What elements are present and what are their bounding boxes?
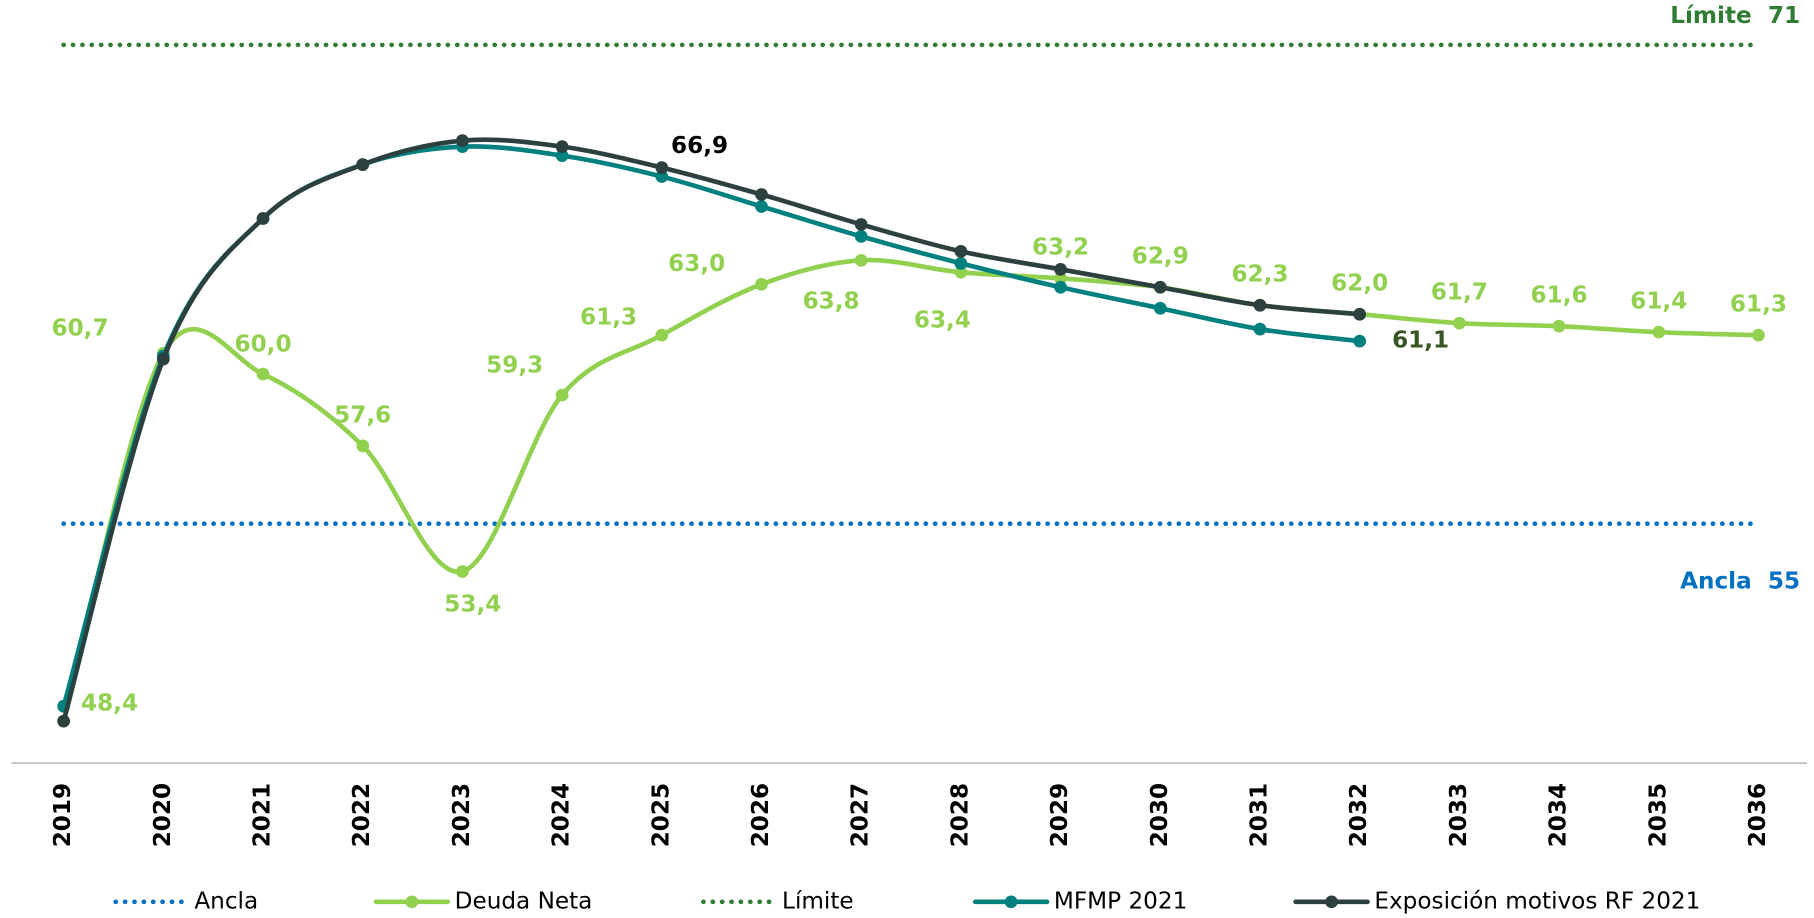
data-point (356, 439, 370, 453)
data-point (456, 134, 469, 148)
data-point (1752, 328, 1765, 342)
x-tick-label: 2020 (150, 783, 176, 847)
data-label: 63,8 (803, 288, 860, 314)
data-label: 48,4 (81, 690, 138, 716)
data-point (655, 328, 669, 342)
data-label: 61,7 (1431, 280, 1488, 306)
data-point (1453, 316, 1466, 330)
data-point (1552, 319, 1566, 333)
x-tick-label: 2023 (449, 783, 475, 847)
x-tick-label: 2029 (1047, 783, 1073, 847)
data-point (555, 388, 569, 402)
series-line (61, 137, 1362, 724)
x-tick-label: 2033 (1446, 783, 1472, 847)
data-point (156, 352, 170, 366)
data-label: 61,3 (580, 304, 637, 330)
x-tick-label: 2036 (1745, 783, 1771, 847)
reference-value: 71 (1768, 2, 1800, 28)
data-label: 61,3 (1730, 292, 1787, 318)
data-point (755, 200, 768, 213)
data-point (954, 245, 968, 258)
data-label: 66,9 (671, 133, 728, 159)
data-label: 62,0 (1331, 271, 1388, 297)
data-point (854, 253, 868, 267)
x-tick-label: 2019 (50, 783, 76, 847)
x-tick-label: 2021 (250, 783, 276, 847)
data-point (954, 256, 968, 270)
data-label: 59,3 (486, 353, 543, 379)
x-tick-label: 2026 (748, 783, 774, 847)
x-tick-label: 2028 (947, 783, 973, 847)
legend-label: Ancla (194, 888, 258, 914)
legend-marker (1325, 895, 1338, 909)
data-point (57, 714, 70, 728)
legend-label: MFMP 2021 (1054, 888, 1187, 914)
data-label: 62,9 (1132, 244, 1189, 270)
data-point (1652, 325, 1666, 339)
data-point (256, 367, 270, 381)
data-label: 63,2 (1032, 235, 1089, 261)
data-label: 57,6 (334, 402, 391, 428)
x-tick-label: 2035 (1645, 783, 1671, 847)
data-label: 53,4 (444, 592, 501, 618)
data-label: 62,3 (1231, 262, 1288, 288)
data-point (655, 170, 669, 183)
reference-label: Ancla 55 (1680, 568, 1800, 594)
x-tick-label: 2030 (1147, 783, 1173, 847)
data-point (1054, 280, 1067, 294)
data-point (755, 277, 768, 291)
data-label: 61,6 (1531, 283, 1588, 309)
data-point (954, 265, 968, 279)
data-point (1353, 307, 1367, 321)
reference-name: Límite (1670, 2, 1751, 28)
data-label: 61,4 (1630, 289, 1687, 315)
legend-label: Límite (782, 888, 854, 914)
data-point (256, 212, 270, 225)
series-line (61, 257, 1761, 724)
x-tick-label: 2027 (848, 783, 874, 847)
data-label: 61,1 (1392, 328, 1449, 354)
data-point (555, 149, 569, 162)
legend-marker (405, 895, 419, 909)
x-tick-label: 2024 (549, 783, 575, 847)
data-label: 60,7 (51, 315, 108, 341)
data-point (1253, 322, 1267, 336)
legend-label: Exposición motivos RF 2021 (1374, 888, 1700, 914)
x-tick-label: 2034 (1546, 783, 1572, 847)
data-label: 60,0 (234, 332, 291, 358)
reference-label: Límite 71 (1670, 2, 1800, 28)
data-point (555, 140, 569, 153)
x-tick-label: 2025 (648, 783, 674, 847)
data-point (854, 230, 868, 243)
data-label: 63,4 (914, 307, 971, 333)
data-point (755, 188, 768, 201)
x-tick-label: 2032 (1346, 783, 1372, 847)
data-point (655, 161, 669, 174)
x-tick-label: 2022 (349, 783, 375, 847)
legend-label: Deuda Neta (455, 888, 593, 914)
data-point (1153, 280, 1167, 294)
data-point (1253, 298, 1267, 312)
reference-name: Ancla (1680, 568, 1752, 594)
data-point (1054, 271, 1067, 285)
x-tick-label: 2031 (1246, 783, 1272, 847)
data-label: 63,0 (668, 251, 725, 277)
reference-value: 55 (1768, 568, 1800, 594)
data-point (1054, 262, 1067, 276)
data-point (854, 218, 868, 231)
data-point (1353, 334, 1367, 348)
series-line (61, 144, 1362, 709)
data-point (456, 565, 469, 578)
data-point (356, 158, 370, 171)
data-point (1153, 301, 1167, 315)
legend-marker (1004, 895, 1018, 909)
